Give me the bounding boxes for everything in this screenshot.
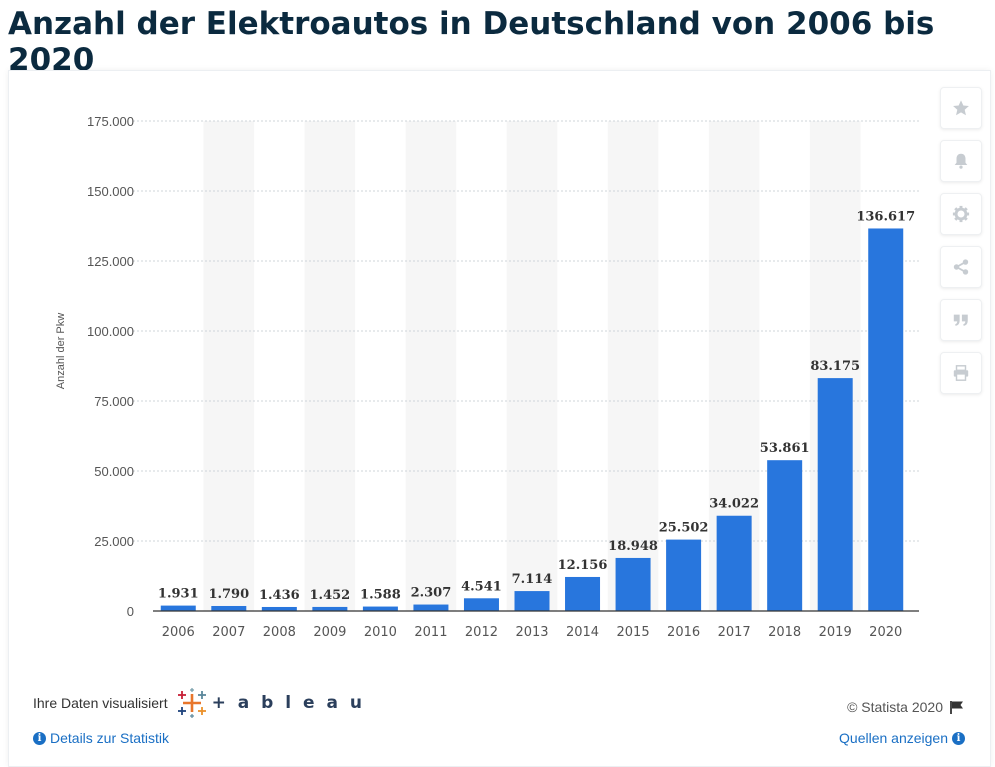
data-label: 1.452 [310,588,351,603]
print-button[interactable] [940,352,982,394]
data-label: 7.114 [512,572,553,587]
tableau-cross-icon [177,688,206,718]
details-link[interactable]: i Details zur Statistik [33,730,169,746]
copyright-text: © Statista 2020 [847,699,943,715]
page-title: Anzahl der Elektroautos in Deutschland v… [8,6,935,78]
y-tick-label: 100.000 [87,324,134,339]
bar [767,460,803,611]
bar [666,539,702,611]
data-label: 1.436 [259,588,300,603]
x-tick-label: 2017 [718,625,751,640]
data-label: 83.175 [810,359,860,374]
bar [261,606,297,611]
bell-icon [954,153,968,169]
data-label: 12.156 [558,558,608,573]
x-tick-label: 2018 [768,625,801,640]
bar [413,604,449,611]
data-label: 136.617 [856,209,915,224]
x-tick-label: 2006 [162,625,195,640]
y-tick-label: 25.000 [94,534,134,549]
copyright-notice: © Statista 2020 [847,699,965,715]
x-tick-label: 2012 [465,625,498,640]
visualized-by-text: Ihre Daten visualisiert [33,695,168,711]
column-band [405,121,457,611]
star-icon [953,100,969,116]
x-tick-label: 2019 [819,625,852,640]
x-tick-label: 2008 [263,625,296,640]
column-band [506,121,558,611]
bar [817,378,853,611]
x-tick-label: 2013 [515,625,548,640]
details-link-label: Details zur Statistik [50,730,170,746]
column-band [203,121,255,611]
x-tick-label: 2009 [313,625,346,640]
sources-link[interactable]: Quellen anzeigen i [839,730,965,746]
favorite-button[interactable] [940,87,982,129]
data-label: 2.307 [411,586,452,601]
x-tick-label: 2016 [667,625,700,640]
data-label: 1.931 [158,587,199,602]
bar [312,606,348,611]
bar-chart: 0 25.000 50.000 75.000 100.000 125.000 150.000… [55,114,919,640]
x-tick-label: 2014 [566,625,599,640]
quote-icon [953,314,968,326]
notification-button[interactable] [940,140,982,182]
x-tick-label: 2007 [212,625,245,640]
x-tick-label: 2015 [617,625,650,640]
bar [565,576,601,611]
share-icon [953,259,969,275]
x-tick-label: 2020 [869,625,902,640]
info-icon: i [952,731,965,745]
bar [868,228,904,611]
info-icon: i [33,731,46,745]
bar [615,557,651,611]
data-label: 4.541 [461,579,502,594]
gear-icon [952,205,970,223]
column-band [304,121,356,611]
sources-link-label: Quellen anzeigen [839,730,948,746]
data-label: 25.502 [659,521,709,536]
column-band [607,121,659,611]
y-tick-label: 75.000 [94,394,134,409]
tableau-logo[interactable]: + a b l e a u [176,688,365,718]
y-tick-label: 50.000 [94,464,134,479]
chart-card: 0 25.000 50.000 75.000 100.000 125.000 150.000… [8,70,991,767]
share-button[interactable] [940,246,982,288]
bar [211,605,247,611]
y-tick-label: 175.000 [87,114,134,129]
data-label: 18.948 [608,539,658,554]
y-tick-label: 125.000 [87,254,134,269]
data-label: 34.022 [709,497,759,512]
y-tick-label: 0 [127,604,134,619]
x-tick-label: 2011 [414,625,447,640]
flag-icon[interactable] [949,700,965,714]
bar [362,606,398,611]
settings-button[interactable] [940,193,982,235]
bar [716,515,752,611]
y-axis-label: Anzahl der Pkw [55,313,67,389]
data-label: 1.588 [360,588,401,603]
y-tick-label: 150.000 [87,184,134,199]
data-label: 1.790 [208,587,249,602]
bar [160,605,196,611]
bar [463,598,499,611]
tableau-credit: Ihre Daten visualisiert + a b l e a u [33,688,365,718]
cite-button[interactable] [940,299,982,341]
data-label: 53.861 [760,441,810,456]
x-tick-label: 2010 [364,625,397,640]
print-icon [953,365,969,381]
tableau-wordmark: + a b l e a u [211,693,365,713]
bar [514,591,550,611]
